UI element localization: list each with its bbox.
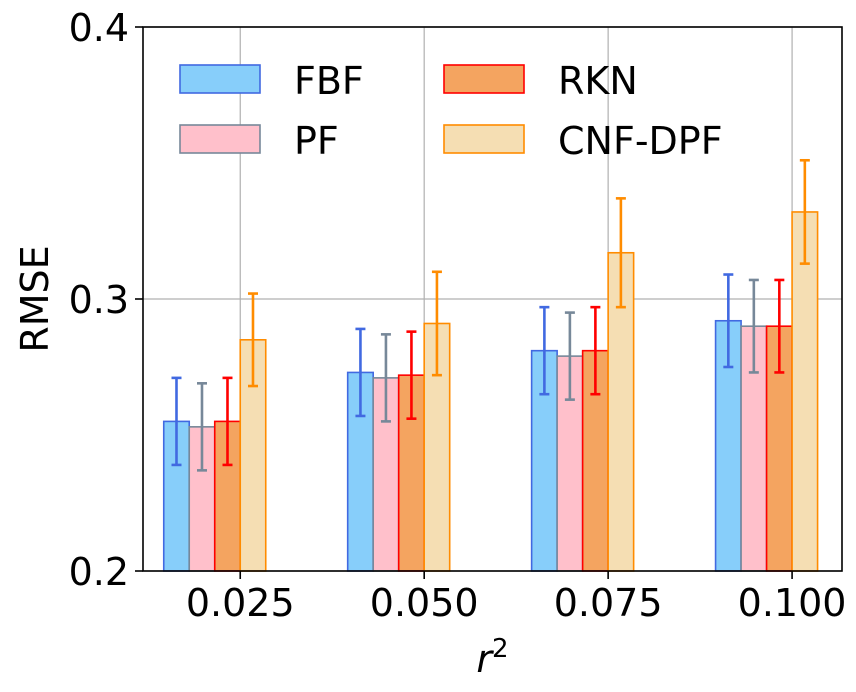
- legend-swatch-rkn: [443, 64, 525, 94]
- y-tick-label: 0.4: [69, 6, 129, 50]
- x-tick-label: 0.075: [554, 581, 663, 625]
- error-bars-group: [171, 158, 810, 472]
- x-axis-title: r2: [476, 634, 508, 681]
- y-axis-title: RMSE: [13, 245, 57, 352]
- legend-swatch-cnf-dpf: [443, 124, 525, 154]
- bars-group: [162, 211, 819, 572]
- x-tick-label: 0.100: [738, 581, 847, 625]
- y-tick-label: 0.2: [69, 550, 129, 594]
- legend-label-rkn: RKN: [558, 59, 638, 103]
- legend-label-pf: PF: [294, 119, 339, 163]
- y-tick-label: 0.3: [69, 278, 129, 322]
- x-ticks: 0.025 0.050 0.075 0.100: [186, 571, 847, 625]
- legend-swatch-pf: [179, 124, 261, 154]
- legend-label-cnf-dpf: CNF-DPF: [558, 119, 723, 163]
- x-axis-title-base: r: [476, 637, 494, 681]
- legend-swatch-fbf: [179, 64, 261, 94]
- bar-cnf-dpf-0.100: [791, 211, 819, 572]
- x-axis-title-superscript: 2: [492, 634, 509, 664]
- legend-label-fbf: FBF: [294, 59, 364, 103]
- x-tick-label: 0.050: [370, 581, 479, 625]
- x-tick-label: 0.025: [186, 581, 295, 625]
- y-ticks: 0.2 0.3 0.4: [69, 6, 143, 594]
- legend: FBF PF RKN CNF-DPF: [179, 59, 723, 163]
